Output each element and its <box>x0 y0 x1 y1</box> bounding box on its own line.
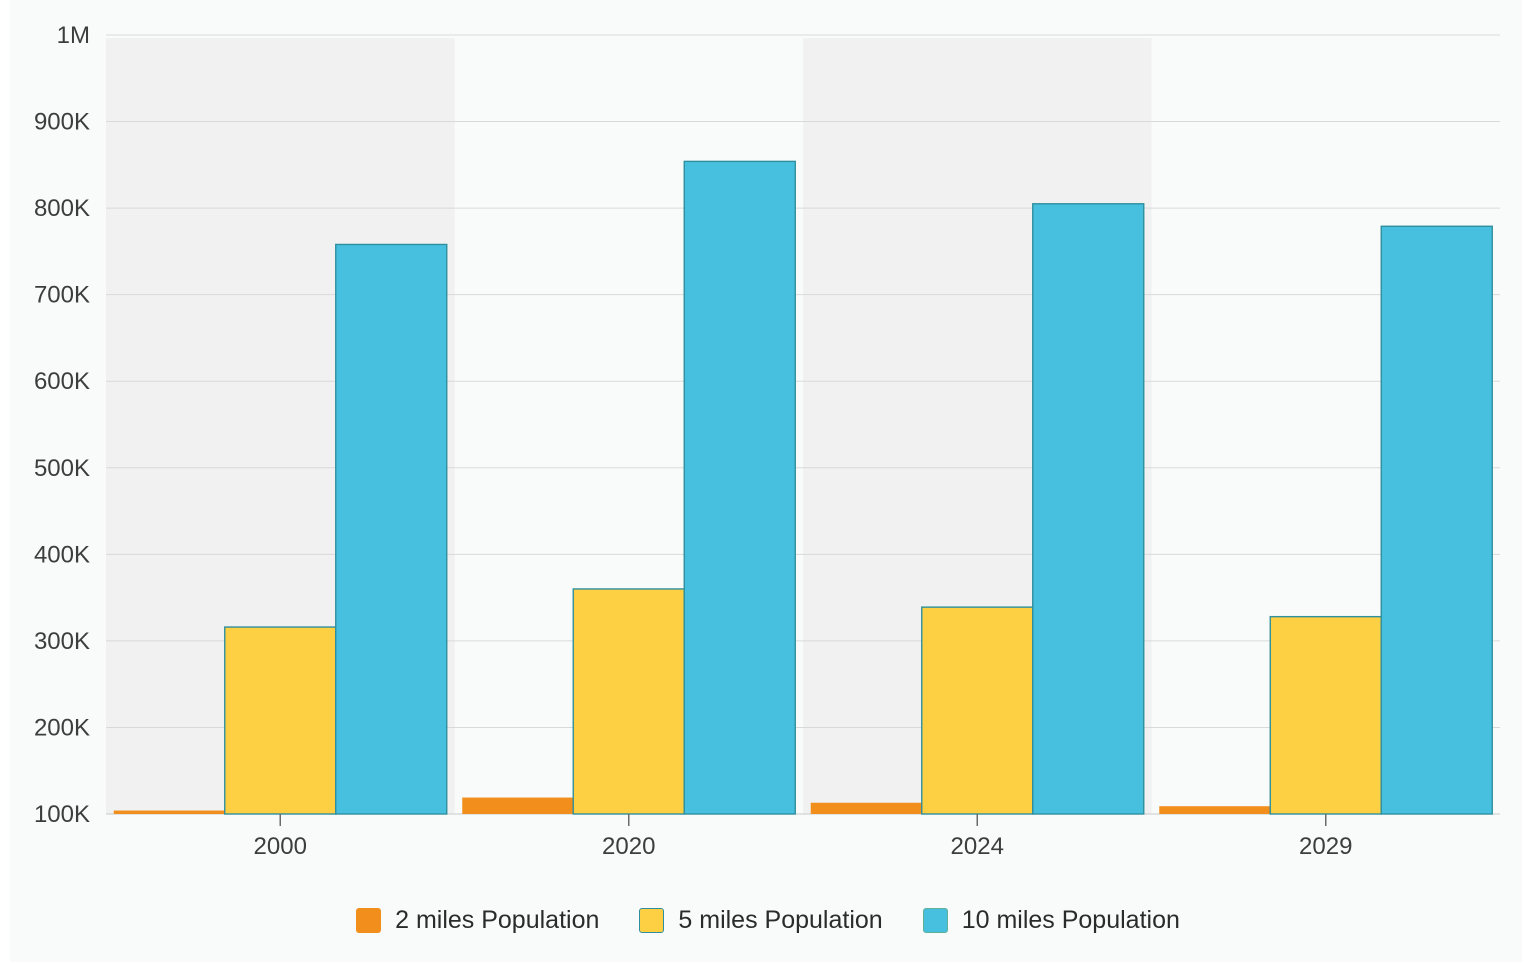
legend-swatch-5-miles <box>639 907 665 933</box>
bar-10-miles-population-2029[interactable] <box>1380 225 1493 815</box>
y-tick-label: 800K <box>34 195 90 222</box>
x-tick-label: 2024 <box>951 833 1004 860</box>
bar-5-miles-population-2000[interactable] <box>224 626 337 815</box>
y-tick-label: 1M <box>57 22 90 49</box>
bar-2-miles-population-2024[interactable] <box>810 802 922 814</box>
y-tick-label: 100K <box>34 801 90 828</box>
bars <box>113 160 1493 815</box>
bar-5-miles-population-2020[interactable] <box>572 588 685 815</box>
legend-item-2-miles[interactable]: 2 miles Population <box>356 906 599 935</box>
legend-swatch-2-miles <box>356 907 382 933</box>
x-tick-label: 2029 <box>1299 833 1352 860</box>
bar-5-miles-population-2024[interactable] <box>921 606 1034 815</box>
legend: 2 miles Population 5 miles Population 10… <box>0 898 1526 942</box>
y-tick-label: 200K <box>34 714 90 741</box>
bar-5-miles-population-2029[interactable] <box>1269 615 1382 815</box>
legend-item-5-miles[interactable]: 5 miles Population <box>639 905 883 935</box>
legend-item-10-miles[interactable]: 10 miles Population <box>922 905 1180 935</box>
y-tick-label: 400K <box>34 541 90 568</box>
legend-label-10-miles: 10 miles Population <box>961 905 1180 934</box>
y-axis: 100K 200K 300K 400K 500K 600K 700K 800K 900K 1M <box>34 22 90 828</box>
y-tick-label: 600K <box>34 368 90 395</box>
legend-swatch-10-miles <box>922 907 948 933</box>
bar-2-miles-population-2020[interactable] <box>462 797 574 814</box>
bar-2-miles-population-2029[interactable] <box>1159 806 1271 814</box>
x-axis: 2000 2020 2024 2029 <box>254 814 1352 860</box>
y-tick-label: 500K <box>34 455 90 482</box>
bar-2-miles-population-2000[interactable] <box>113 810 225 814</box>
bar-10-miles-population-2024[interactable] <box>1032 203 1145 815</box>
y-tick-label: 300K <box>34 628 90 655</box>
bar-10-miles-population-2000[interactable] <box>335 243 448 815</box>
y-tick-label: 700K <box>34 282 90 309</box>
y-tick-label: 900K <box>34 109 90 136</box>
bar-10-miles-population-2020[interactable] <box>683 160 796 815</box>
legend-label-5-miles: 5 miles Population <box>678 905 883 934</box>
x-tick-label: 2020 <box>602 833 655 860</box>
legend-label-2-miles: 2 miles Population <box>395 905 600 934</box>
x-tick-label: 2000 <box>254 833 307 860</box>
